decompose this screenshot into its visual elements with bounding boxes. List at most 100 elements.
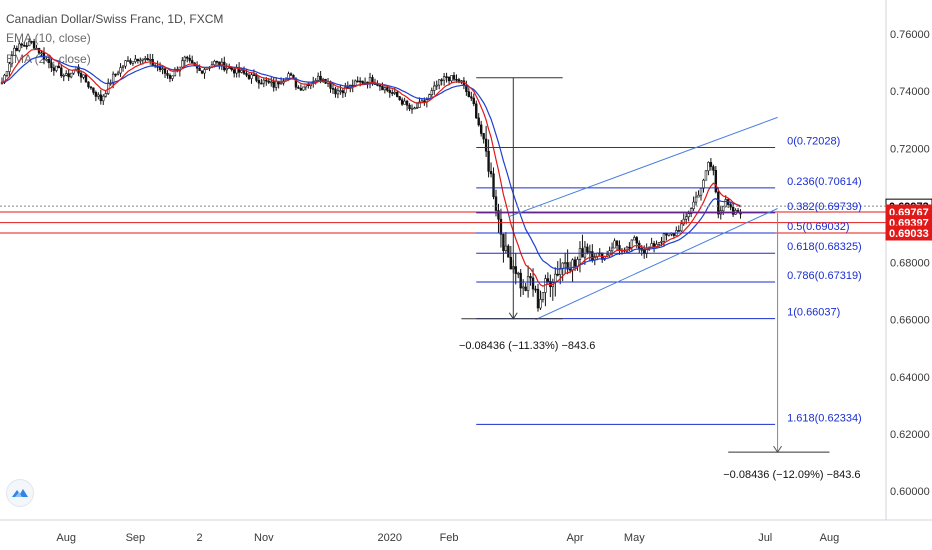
candle-body (682, 218, 685, 225)
candle-body (158, 67, 162, 70)
candle-body (667, 232, 671, 236)
candle-body (568, 268, 572, 271)
x-tick-label: Jul (758, 532, 772, 544)
candle-body (507, 245, 510, 258)
candle-body (410, 107, 414, 110)
candle-body (445, 76, 448, 78)
candle-body (413, 107, 416, 110)
candle-body (267, 80, 270, 83)
candle-body (420, 100, 424, 103)
candle-body (635, 237, 638, 244)
candle-body (30, 41, 33, 43)
candle-body (546, 278, 550, 282)
candle-body (489, 171, 493, 175)
candle-body (561, 262, 564, 269)
candle-body (450, 75, 453, 82)
candle-body (47, 58, 51, 63)
candle-body (144, 58, 147, 60)
candle-body (270, 81, 273, 84)
candle-body (67, 73, 70, 78)
candle-body (514, 266, 517, 274)
price-tag-box (885, 225, 932, 241)
y-tick-label: 0.60000 (890, 486, 930, 498)
candle-body (492, 173, 495, 198)
candle-body (699, 188, 703, 196)
candle-body (578, 248, 582, 260)
candle-body (556, 273, 559, 276)
candle-body (415, 107, 419, 109)
candle-body (5, 71, 9, 76)
candle-body (531, 277, 535, 290)
x-tick-label: Apr (566, 532, 583, 544)
candle-body (316, 75, 320, 81)
candle-body (687, 213, 690, 218)
candle-body (97, 94, 100, 97)
y-tick-label: 0.64000 (890, 372, 930, 384)
price-tag-label: 0.69033 (889, 228, 929, 240)
candle-body (341, 90, 345, 94)
candle-body (694, 196, 698, 203)
candle-body (717, 191, 720, 215)
y-tick-label: 0.68000 (890, 258, 930, 270)
candle-body (482, 133, 485, 140)
candle-body (356, 80, 359, 83)
candle-body (92, 87, 95, 93)
candle-body (361, 80, 364, 84)
candle-body (484, 138, 488, 152)
candle-body (55, 65, 58, 71)
candle-body (116, 72, 120, 75)
candle-body (712, 166, 715, 171)
candle-body (65, 73, 68, 76)
candle-body (82, 74, 85, 78)
candle-body (400, 99, 404, 105)
measure-label-1: −0.08436 (−11.33%) −843.6 (459, 340, 596, 352)
candle-body (376, 84, 379, 86)
candle-body (262, 79, 266, 84)
candle-body (15, 47, 19, 51)
candle-body (388, 90, 391, 93)
candle-body (272, 81, 275, 88)
candle-body (87, 81, 90, 88)
candle-body (161, 68, 164, 71)
candle-body (20, 43, 23, 46)
candle-body (23, 44, 26, 47)
candle-body (566, 262, 569, 270)
candle-body (50, 62, 53, 69)
candle-body (447, 76, 451, 82)
candle-body (358, 80, 362, 83)
ema-10-legend[interactable]: EMA (10, close) (6, 31, 91, 45)
candle-body (344, 86, 347, 94)
candle-body (731, 206, 735, 215)
tradingview-logo-icon[interactable] (6, 479, 34, 507)
candle-body (257, 80, 261, 84)
candle-body (494, 196, 498, 211)
channel-upper-line[interactable] (508, 116, 778, 218)
candle-body (571, 259, 574, 271)
candle-body (242, 70, 246, 74)
candle-body (215, 60, 219, 63)
candle-body (714, 170, 718, 193)
candle-body (437, 79, 441, 86)
candle-body (403, 100, 406, 105)
candle-body (470, 96, 473, 99)
candle-body (386, 87, 389, 91)
candle-body (697, 194, 700, 198)
channel-lower-line[interactable] (535, 208, 778, 321)
candle-body (18, 43, 21, 51)
candle-body (265, 79, 268, 82)
candle-body (684, 216, 688, 220)
candle-body (134, 58, 137, 62)
candle-body (526, 276, 530, 291)
candle-body (677, 230, 680, 232)
fib-level-label: 1.618(0.62334) (787, 412, 862, 424)
candle-body (274, 80, 278, 88)
x-tick-label: May (624, 532, 645, 544)
candle-body (302, 86, 305, 91)
candle-body (378, 85, 382, 87)
candle-body (660, 241, 663, 243)
candle-body (633, 237, 636, 241)
candle-body (702, 179, 705, 189)
candle-body (40, 52, 43, 55)
candle-body (114, 73, 117, 76)
